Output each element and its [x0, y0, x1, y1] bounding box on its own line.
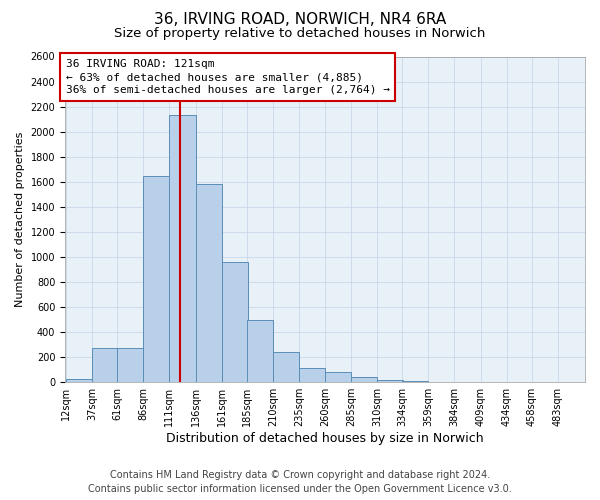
Bar — [196, 184, 221, 382]
Bar — [169, 116, 196, 382]
Bar — [117, 348, 143, 382]
Bar — [377, 380, 403, 382]
Text: Size of property relative to detached houses in Norwich: Size of property relative to detached ho… — [115, 28, 485, 40]
Bar — [143, 176, 169, 382]
Text: Contains HM Land Registry data © Crown copyright and database right 2024.
Contai: Contains HM Land Registry data © Crown c… — [88, 470, 512, 494]
Bar — [299, 368, 325, 382]
X-axis label: Distribution of detached houses by size in Norwich: Distribution of detached houses by size … — [166, 432, 484, 445]
Bar — [325, 372, 351, 382]
Bar — [221, 262, 248, 382]
Bar — [92, 348, 118, 382]
Bar — [247, 320, 273, 382]
Y-axis label: Number of detached properties: Number of detached properties — [15, 132, 25, 307]
Text: 36 IRVING ROAD: 121sqm
← 63% of detached houses are smaller (4,885)
36% of semi-: 36 IRVING ROAD: 121sqm ← 63% of detached… — [65, 59, 389, 96]
Bar — [402, 381, 428, 382]
Bar — [273, 352, 299, 382]
Text: 36, IRVING ROAD, NORWICH, NR4 6RA: 36, IRVING ROAD, NORWICH, NR4 6RA — [154, 12, 446, 28]
Bar — [351, 377, 377, 382]
Bar — [66, 379, 92, 382]
